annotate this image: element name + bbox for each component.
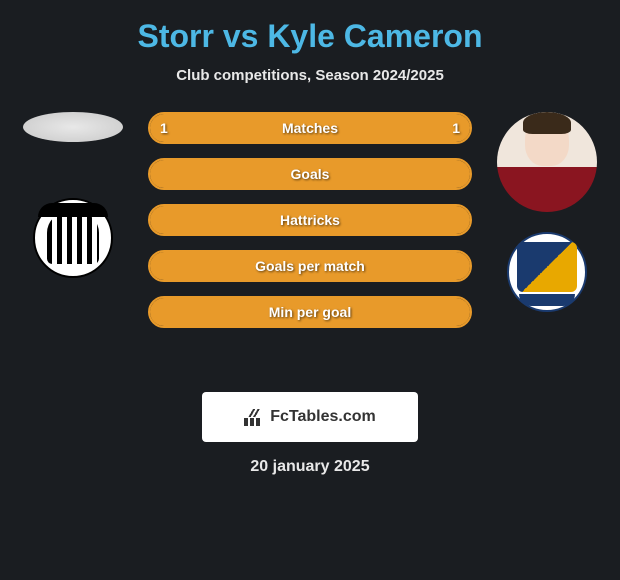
stats-area: Matches1 1 Goals Hattricks Goals per match Mi… xyxy=(10,112,610,372)
title-player2: Kyle Cameron xyxy=(267,18,482,54)
subtitle: Club competitions, Season 2024/2025 xyxy=(10,67,610,84)
stat-bar-goals: Goals xyxy=(148,158,472,190)
chart-icon xyxy=(244,408,264,426)
comparison-card: Storr vs Kyle Cameron Club competitions,… xyxy=(0,0,620,580)
page-title: Storr vs Kyle Cameron xyxy=(10,18,610,55)
bars-list: Matches1 1 Goals Hattricks Goals per match Mi… xyxy=(148,112,472,328)
title-player1: Storr xyxy=(137,18,213,54)
bar-label: Goals per match xyxy=(150,252,470,280)
watermark-text: FcTables.com xyxy=(270,408,376,426)
bar-label: Hattricks xyxy=(150,206,470,234)
stat-bar-hattricks: Hattricks xyxy=(148,204,472,236)
bar-label: Goals xyxy=(150,160,470,188)
bar-label: Matches xyxy=(150,114,470,142)
player2-avatar xyxy=(497,112,597,212)
bar-label: Min per goal xyxy=(150,298,470,326)
player1-avatar xyxy=(23,112,123,142)
player1-club-badge xyxy=(33,198,113,278)
bars-column: Matches1 1 Goals Hattricks Goals per match Mi… xyxy=(148,112,472,328)
stat-bar-goals-per-match: Goals per match xyxy=(148,250,472,282)
bar-value-right: 1 xyxy=(452,114,460,142)
title-vs: vs xyxy=(223,18,259,54)
stat-bar-min-per-goal: Min per goal xyxy=(148,296,472,328)
date: 20 january 2025 xyxy=(10,458,610,476)
bar-value-left: 1 xyxy=(160,114,168,142)
right-column xyxy=(492,112,602,312)
watermark: FcTables.com xyxy=(202,392,418,442)
left-column xyxy=(18,112,128,278)
stat-bar-matches: Matches1 1 xyxy=(148,112,472,144)
player2-club-badge xyxy=(507,232,587,312)
